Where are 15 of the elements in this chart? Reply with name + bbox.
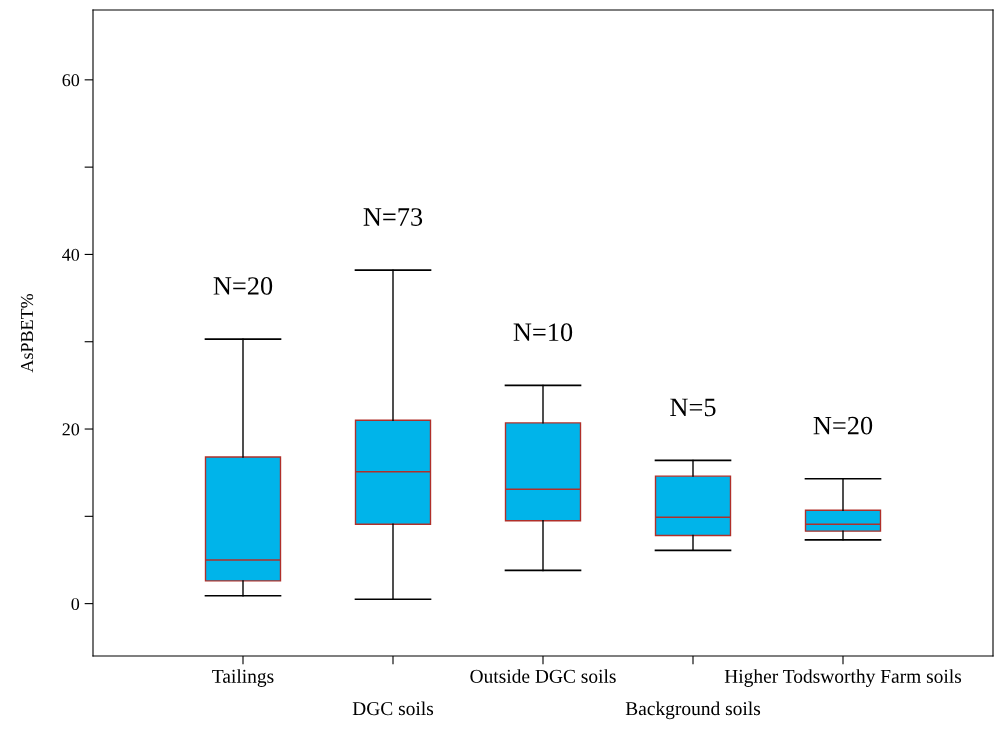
annotation: N=10 xyxy=(513,323,573,342)
y-tick-label: 40 xyxy=(62,248,80,261)
x-tick-label: DGC soils xyxy=(352,701,434,716)
y-tick-label: 60 xyxy=(62,74,80,87)
annotation: N=20 xyxy=(213,277,273,295)
x-tick-label: Outside DGC soils xyxy=(470,669,616,683)
y-axis-title: AsPBET% xyxy=(20,293,34,373)
x-tick-label: Tailings xyxy=(212,669,274,687)
x-tick-label: Background soils xyxy=(625,701,761,720)
y-tick-label: 0 xyxy=(71,597,80,611)
x-tick-label: Higher Todsworthy Farm soils xyxy=(724,669,962,687)
y-tick-label: 20 xyxy=(62,423,80,436)
annotation: N=5 xyxy=(670,398,716,417)
annotation: N=73 xyxy=(363,208,423,226)
annotation: N=20 xyxy=(813,416,873,435)
